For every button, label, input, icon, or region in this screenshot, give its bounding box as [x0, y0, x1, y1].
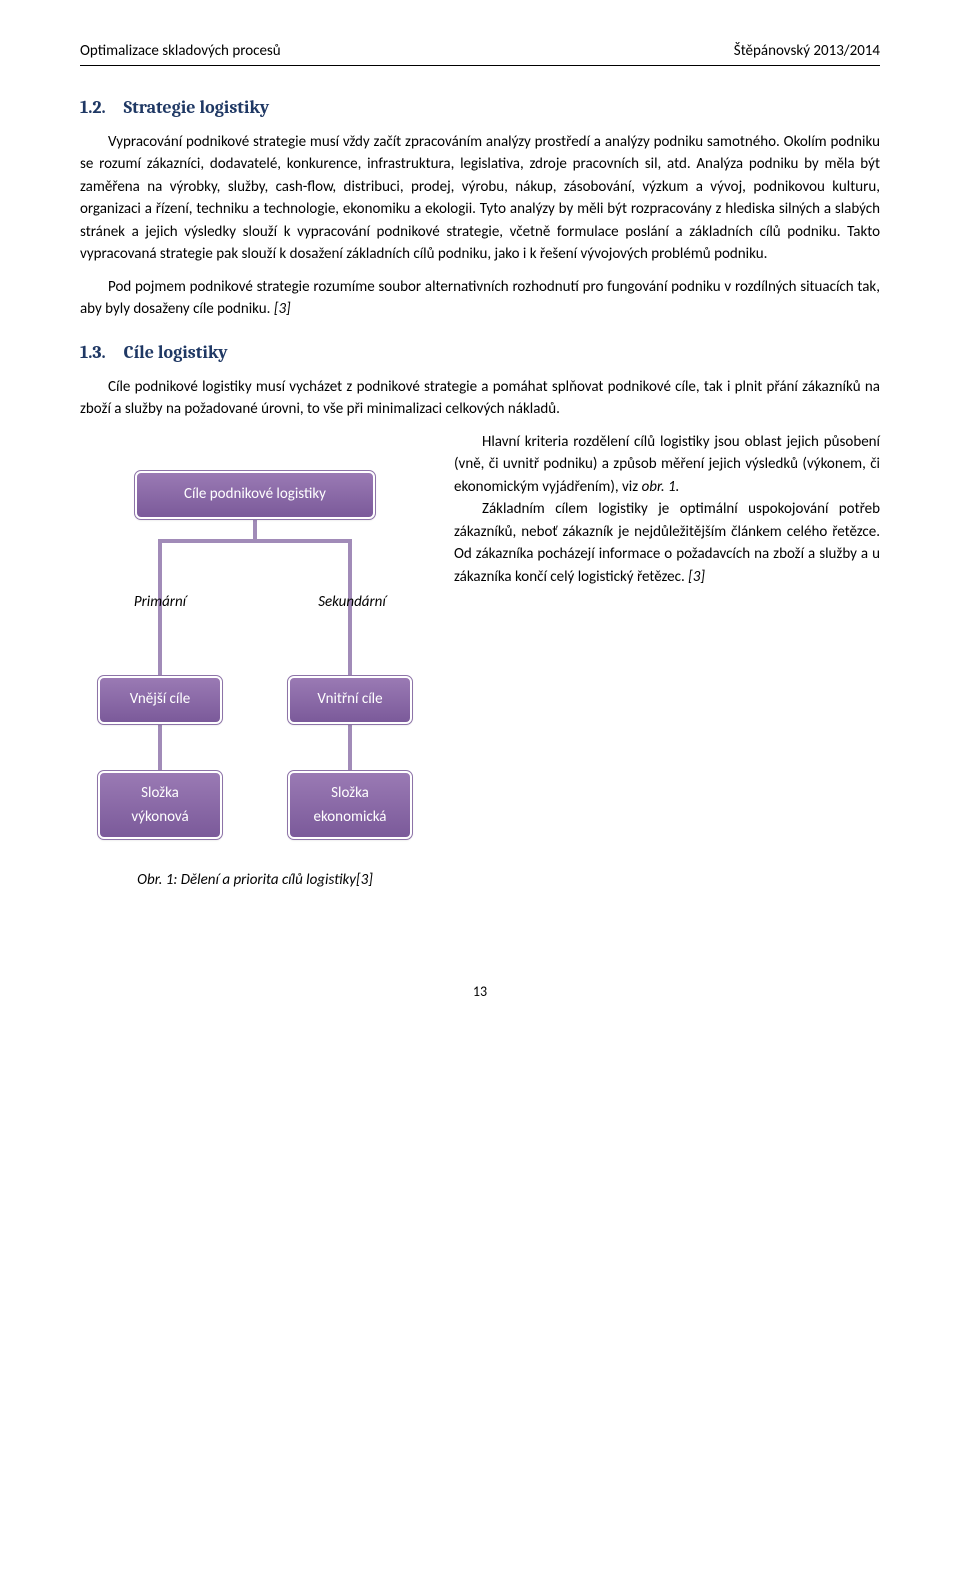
section-1-3-intro: Cíle podnikové logistiky musí vycházet z…: [80, 376, 880, 421]
section-1-3-heading: 1.3. Cíle logistiky: [80, 339, 880, 366]
diagram-caption: Obr. 1: Dělení a priorita cílů logistiky…: [80, 869, 430, 892]
section-1-2-citation: [3]: [274, 300, 291, 318]
diagram-right-leaf-l1: Složka: [331, 781, 369, 805]
section-1-3-right-text: Hlavní kriteria rozdělení cílů logistiky…: [454, 431, 880, 892]
section-1-2-heading: 1.2. Strategie logistiky: [80, 94, 880, 121]
section-1-3-columns: Cíle podnikové logistiky Primární Sekund…: [80, 431, 880, 892]
diagram-column: Cíle podnikové logistiky Primární Sekund…: [80, 431, 430, 892]
section-1-3-title: Cíle logistiky: [124, 342, 228, 363]
section-1-2-title: Strategie logistiky: [124, 97, 270, 118]
diagram-right-node: Vnitřní cíle: [288, 676, 412, 724]
diagram-primary-label: Primární: [118, 591, 202, 614]
section-1-2-num: 1.2.: [80, 97, 106, 118]
page-number: 13: [80, 981, 880, 1002]
section-1-3-right-p1: Hlavní kriteria rozdělení cílů logistiky…: [454, 431, 880, 499]
page-header: Optimalizace skladových procesů Štěpánov…: [80, 40, 880, 66]
section-1-3-right-p2-cite: [3]: [688, 568, 705, 586]
section-1-2-para-2-text: Pod pojmem podnikové strategie rozumíme …: [80, 278, 880, 319]
diagram-root-node: Cíle podnikové logistiky: [135, 471, 375, 519]
diagram-secondary-label: Sekundární: [302, 591, 402, 614]
goals-diagram: Cíle podnikové logistiky Primární Sekund…: [80, 431, 430, 861]
diagram-left-leaf-l1: Složka: [141, 781, 179, 805]
connector: [158, 721, 162, 776]
section-1-3-right-p1-cite: obr. 1.: [642, 478, 680, 496]
diagram-left-node: Vnější cíle: [98, 676, 222, 724]
diagram-root-label: Cíle podnikové logistiky: [184, 483, 326, 506]
diagram-right-node-label: Vnitřní cíle: [317, 688, 382, 711]
header-right: Štěpánovský 2013/2014: [734, 40, 880, 63]
header-left: Optimalizace skladových procesů: [80, 40, 281, 63]
diagram-left-leaf-l2: výkonová: [131, 805, 188, 829]
section-1-2-para-2: Pod pojmem podnikové strategie rozumíme …: [80, 276, 880, 321]
section-1-3-num: 1.3.: [80, 342, 106, 363]
diagram-left-leaf: Složka výkonová: [98, 771, 222, 839]
section-1-2-para-1: Vypracování podnikové strategie musí vžd…: [80, 131, 880, 266]
section-1-3-right-p2-text: Základním cílem logistiky je optimální u…: [454, 500, 880, 586]
connector: [253, 516, 257, 541]
diagram-left-node-label: Vnější cíle: [130, 688, 190, 711]
diagram-right-leaf-l2: ekonomická: [314, 805, 387, 829]
connector: [348, 721, 352, 776]
connector: [158, 539, 352, 543]
section-1-3-right-p2: Základním cílem logistiky je optimální u…: [454, 498, 880, 588]
diagram-right-leaf: Složka ekonomická: [288, 771, 412, 839]
